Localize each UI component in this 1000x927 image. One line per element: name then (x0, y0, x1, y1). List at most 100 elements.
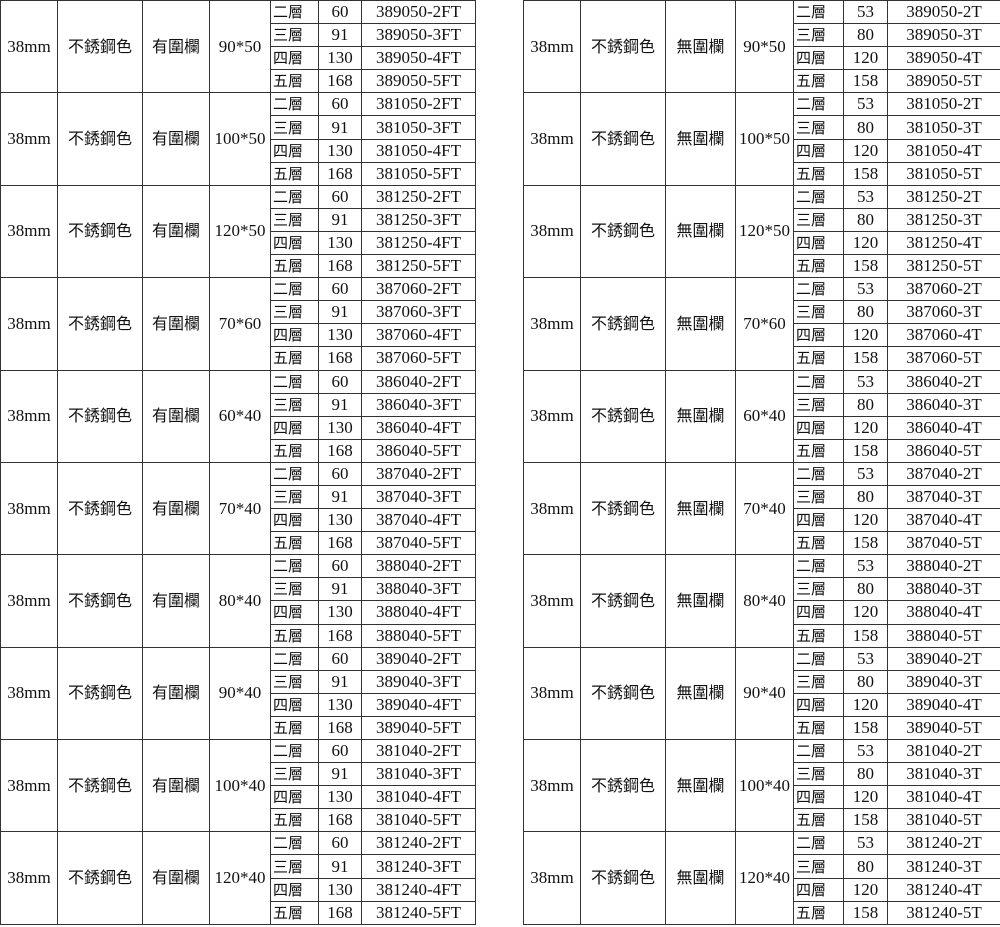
level-cell: 四層 (793, 600, 844, 625)
quantity-cell: 168 (318, 623, 362, 648)
code-cell: 381050-2T (887, 92, 1000, 117)
rail-cell: 有圍欄 (142, 369, 210, 463)
quantity-cell: 53 (843, 831, 888, 856)
level-cell: 二層 (270, 92, 319, 117)
code-cell: 381250-4FT (361, 230, 476, 256)
code-cell: 387040-3T (887, 484, 1000, 510)
table-row: 38mm 不銹鋼色 無圍欄 70*40 二層 53 387040-2T (523, 461, 1000, 556)
code-cell: 389050-3T (887, 23, 1000, 48)
color-cell: 不銹鋼色 (580, 0, 666, 94)
code-cell: 381040-4FT (361, 785, 476, 810)
level-cell: 二層 (793, 461, 844, 486)
code-cell: 387040-2T (887, 461, 1000, 486)
table-row: 五層 158 381240-5T (524, 900, 1000, 925)
diameter-cell: 38mm (0, 277, 58, 371)
rail-cell: 無圍欄 (665, 92, 736, 186)
table-row: 38mm 不銹鋼色 有圍欄 90*40 二層 60 389040-2FT (0, 646, 476, 741)
quantity-cell: 80 (843, 300, 888, 325)
code-cell: 381050-5T (887, 161, 1000, 186)
table-row: 三層 80 388040-3T (524, 577, 1000, 602)
rail-cell: 無圍欄 (665, 184, 736, 279)
quantity-cell: 158 (843, 900, 888, 925)
quantity-cell: 120 (843, 508, 888, 533)
code-cell: 387060-2FT (361, 277, 476, 302)
level-cell: 四層 (270, 692, 319, 717)
table-row: 五層 158 387040-5T (524, 531, 1000, 556)
size-cell: 90*50 (735, 0, 794, 94)
quantity-cell: 53 (843, 646, 888, 671)
level-cell: 三層 (793, 300, 844, 325)
quantity-cell: 53 (843, 461, 888, 486)
code-cell: 389050-4T (887, 46, 1000, 71)
quantity-cell: 158 (843, 346, 888, 371)
level-cell: 五層 (270, 715, 319, 741)
level-cell: 二層 (793, 554, 844, 579)
level-cell: 二層 (793, 646, 844, 671)
quantity-cell: 120 (843, 785, 888, 810)
size-cell: 100*50 (735, 92, 794, 186)
rail-cell: 有圍欄 (142, 461, 210, 556)
diameter-cell: 38mm (523, 369, 581, 463)
code-cell: 389040-4FT (361, 692, 476, 717)
quantity-cell: 168 (318, 161, 362, 186)
level-cell: 三層 (270, 207, 319, 232)
quantity-cell: 120 (843, 692, 888, 717)
size-cell: 90*40 (735, 646, 794, 741)
code-cell: 387060-5T (887, 346, 1000, 371)
code-cell: 388040-4T (887, 600, 1000, 625)
code-cell: 381250-3FT (361, 207, 476, 232)
code-cell: 389040-2T (887, 646, 1000, 671)
table-row: 五層 158 381250-5T (524, 254, 1000, 279)
level-cell: 四層 (793, 692, 844, 717)
table-row: 三層 91 381250-3FT (1, 207, 476, 232)
level-cell: 五層 (270, 69, 319, 94)
level-cell: 三層 (793, 484, 844, 510)
rail-cell: 無圍欄 (665, 646, 736, 741)
quantity-cell: 168 (318, 900, 362, 925)
code-cell: 381050-3T (887, 115, 1000, 140)
quantity-cell: 60 (318, 92, 362, 117)
code-cell: 389050-5T (887, 69, 1000, 94)
diameter-cell: 38mm (523, 0, 581, 94)
quantity-cell: 120 (843, 600, 888, 625)
level-cell: 四層 (270, 415, 319, 440)
rail-cell: 無圍欄 (665, 554, 736, 648)
table-row: 五層 168 388040-5FT (1, 623, 476, 648)
level-cell: 三層 (270, 115, 319, 140)
table-row: 三層 91 388040-3FT (1, 577, 476, 602)
code-cell: 388040-5T (887, 623, 1000, 648)
code-cell: 387060-4T (887, 323, 1000, 348)
rail-cell: 有圍欄 (142, 554, 210, 648)
code-cell: 389050-3FT (361, 23, 476, 48)
quantity-cell: 158 (843, 161, 888, 186)
level-cell: 五層 (270, 346, 319, 371)
quantity-cell: 130 (318, 877, 362, 902)
code-cell: 389040-3T (887, 669, 1000, 694)
code-cell: 381040-5T (887, 808, 1000, 833)
level-cell: 三層 (270, 854, 319, 879)
quantity-cell: 168 (318, 715, 362, 741)
quantity-cell: 158 (843, 808, 888, 833)
table-row: 五層 168 381250-5FT (1, 254, 476, 279)
level-cell: 四層 (270, 46, 319, 71)
size-cell: 100*40 (735, 738, 794, 833)
code-cell: 388040-3T (887, 577, 1000, 602)
table-row: 38mm 不銹鋼色 無圍欄 100*50 二層 53 381050-2T (523, 92, 1000, 186)
table-row: 三層 91 387060-3FT (1, 300, 476, 325)
level-cell: 三層 (793, 854, 844, 879)
table-row: 四層 120 389040-4T (524, 692, 1000, 717)
quantity-cell: 60 (318, 277, 362, 302)
quantity-cell: 91 (318, 207, 362, 232)
code-cell: 387060-2T (887, 277, 1000, 302)
level-cell: 四層 (270, 138, 319, 163)
quantity-cell: 80 (843, 854, 888, 879)
level-cell: 二層 (793, 184, 844, 209)
product-table-with-rail: 38mm 不銹鋼色 有圍欄 90*50 二層 60 389050-2FT 三層 91 389050… (0, 0, 476, 925)
table-row: 38mm 不銹鋼色 無圍欄 120*40 二層 53 381240-2T (523, 831, 1000, 925)
quantity-cell: 80 (843, 23, 888, 48)
quantity-cell: 158 (843, 623, 888, 648)
diameter-cell: 38mm (0, 369, 58, 463)
rail-cell: 有圍欄 (142, 646, 210, 741)
code-cell: 389050-4FT (361, 46, 476, 71)
level-cell: 二層 (270, 646, 319, 671)
